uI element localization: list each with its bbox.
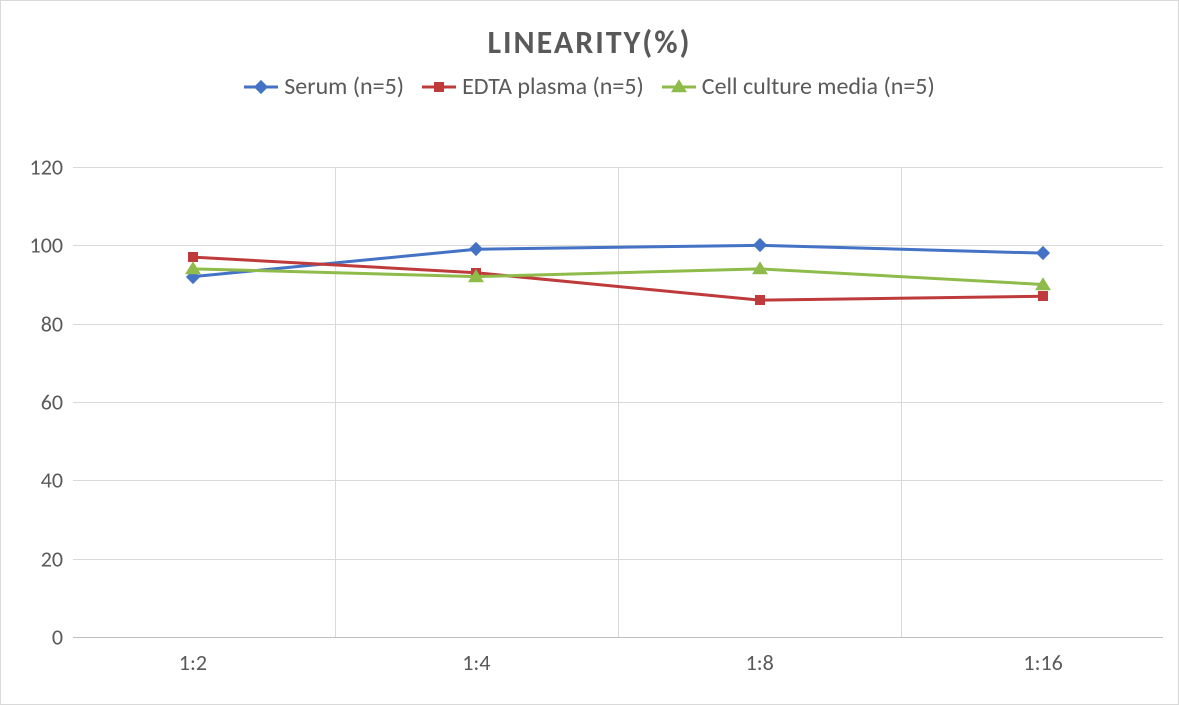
data-point-ccm [185, 261, 201, 274]
y-tick-label: 40 [41, 467, 73, 494]
y-tick-label: 120 [30, 154, 73, 181]
x-tick-label: 1:4 [462, 637, 490, 676]
legend-label-serum: Serum (n=5) [284, 72, 404, 101]
data-point-ccm [1035, 277, 1051, 290]
y-tick-label: 0 [52, 624, 73, 651]
legend-label-ccm: Cell culture media (n=5) [702, 72, 935, 101]
y-tick-label: 20 [41, 545, 73, 572]
legend-swatch-ccm [662, 80, 696, 94]
data-point-ccm [752, 261, 768, 274]
legend-item-serum: Serum (n=5) [244, 72, 404, 101]
linearity-chart: LINEARITY(%) Serum (n=5) EDTA plasma (n=5… [0, 0, 1179, 705]
plot-area: 0204060801001201:21:41:81:16 [73, 167, 1163, 637]
plot-area-inner: 0204060801001201:21:41:81:16 [73, 167, 1163, 637]
legend-swatch-serum [244, 80, 278, 94]
y-tick-label: 60 [41, 389, 73, 416]
chart-legend: Serum (n=5) EDTA plasma (n=5) Cell culture… [1, 72, 1178, 109]
legend-label-edta: EDTA plasma (n=5) [462, 72, 644, 101]
chart-title: LINEARITY(%) [1, 1, 1178, 72]
series-line-ccm [73, 167, 1163, 637]
legend-swatch-edta [422, 80, 456, 94]
legend-item-edta: EDTA plasma (n=5) [422, 72, 644, 101]
legend-item-ccm: Cell culture media (n=5) [662, 72, 935, 101]
x-tick-label: 1:16 [1023, 637, 1062, 676]
data-point-ccm [468, 269, 484, 282]
x-tick-label: 1:2 [179, 637, 207, 676]
x-tick-label: 1:8 [746, 637, 774, 676]
y-tick-label: 80 [41, 310, 73, 337]
gridline-y-0 [73, 637, 1163, 638]
y-tick-label: 100 [30, 232, 73, 259]
